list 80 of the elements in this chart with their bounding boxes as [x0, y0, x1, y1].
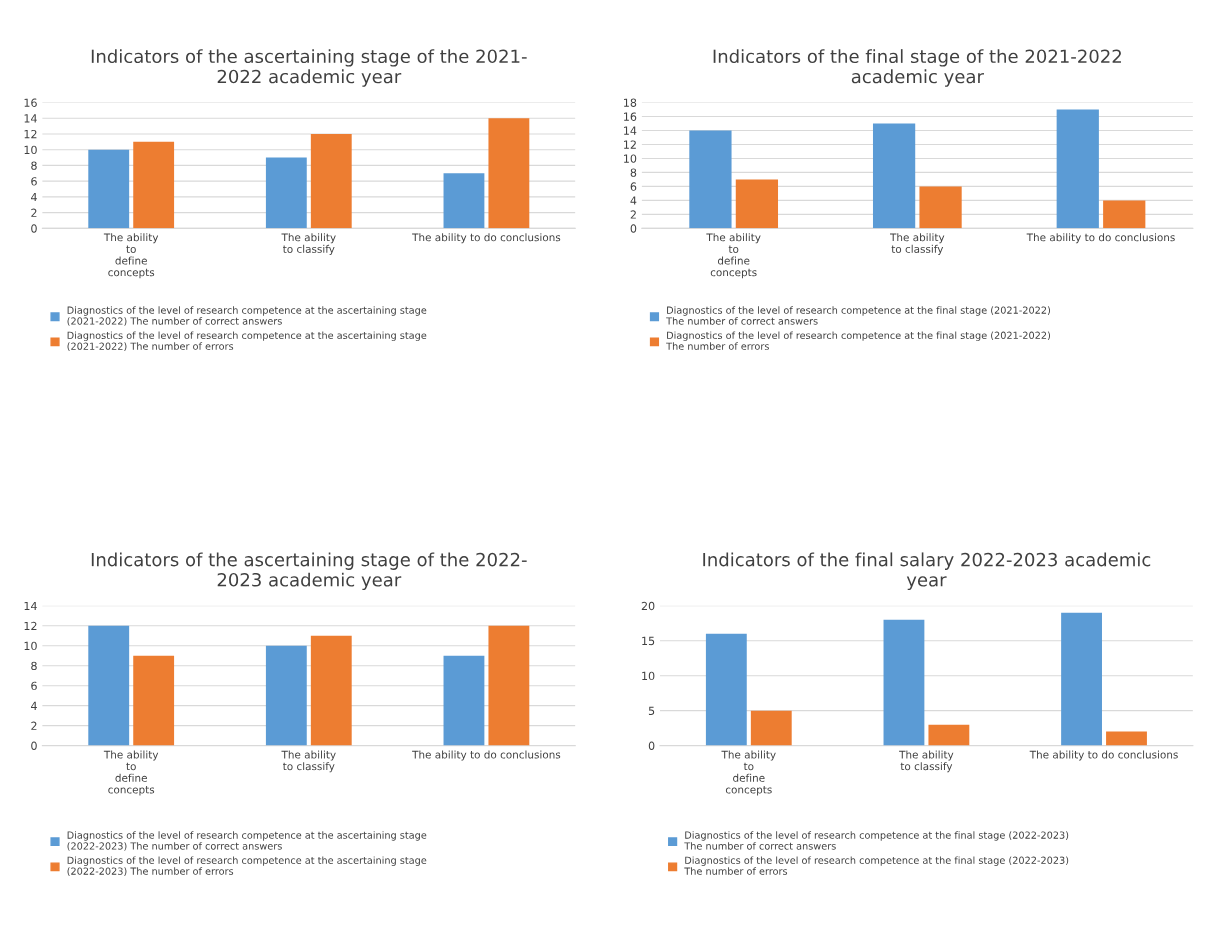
- bar: [883, 619, 925, 746]
- y-tick-label: 16: [24, 98, 37, 107]
- bar: [919, 186, 962, 229]
- y-tick-label: 2: [31, 721, 37, 730]
- legend-label: Diagnostics of the level of research competence at the final stage (2022-2023) The number of errors: [684, 856, 1069, 875]
- y-tick-label: 4: [630, 196, 637, 205]
- x-tick-label: The ability to do conclusions: [412, 233, 561, 244]
- y-tick-label: 10: [624, 154, 637, 163]
- bar: [928, 724, 970, 746]
- y-tick-label: 10: [24, 145, 37, 155]
- bar: [1106, 731, 1147, 746]
- chart-title: Indicators of the final stage of the 2021-2022 academic year: [713, 49, 1121, 87]
- legend-label: Diagnostics of the level of research competence at the final stage (2022-2023) The number of correct answers: [684, 831, 1069, 850]
- x-tick-label: The ability to classify: [281, 750, 336, 773]
- y-tick-label: 14: [24, 601, 37, 611]
- y-tick-label: 8: [630, 168, 637, 177]
- y-tick-label: 15: [642, 636, 655, 646]
- chart-title: Indicators of the ascertaining stage of the 2022- 2023 academic year: [91, 552, 527, 591]
- y-tick-label: 4: [31, 701, 37, 710]
- legend-label: Diagnostics of the level of research competence at the final stage (2021-2022) The number of correct answers: [666, 306, 1051, 325]
- x-tick-label: The ability to do conclusions: [412, 750, 561, 761]
- x-tick-label: The ability to classify: [281, 233, 336, 255]
- y-tick-label: 12: [24, 129, 37, 139]
- y-tick-label: 6: [31, 681, 37, 691]
- y-tick-label: 6: [31, 177, 37, 186]
- legend-label: Diagnostics of the level of research competence at the ascertaining stage (2021-2022) The number of errors: [67, 331, 427, 351]
- y-tick-label: 16: [624, 112, 637, 121]
- legend-label: Diagnostics of the level of research competence at the ascertaining stage (2022-2023) The number of correct answers: [67, 831, 427, 851]
- y-tick-label: 12: [24, 621, 37, 630]
- y-tick-label: 6: [630, 182, 637, 191]
- y-tick-label: 4: [31, 193, 37, 202]
- bar: [88, 149, 130, 229]
- x-tick-label: The ability to define concepts: [103, 750, 159, 796]
- chart-title: Indicators of the ascertaining stage of the 2021- 2022 academic year: [91, 49, 527, 87]
- x-tick-label: The ability to define concepts: [103, 233, 159, 279]
- x-tick-label: The ability to define concepts: [706, 233, 761, 279]
- y-tick-label: 18: [624, 98, 637, 107]
- y-tick-label: 20: [641, 601, 655, 611]
- y-tick-label: 12: [624, 140, 636, 149]
- y-tick-label: 14: [24, 114, 37, 123]
- bar: [488, 625, 530, 746]
- y-tick-label: 14: [624, 126, 637, 135]
- y-tick-label: 0: [31, 741, 37, 750]
- bar: [1061, 612, 1102, 746]
- bar: [689, 130, 732, 229]
- legend-label: Diagnostics of the level of research competence at the ascertaining stage (2022-2023) The number of errors: [67, 856, 427, 876]
- bar: [265, 645, 307, 746]
- y-tick-label: 2: [31, 208, 37, 217]
- bar: [133, 655, 175, 746]
- bar: [1103, 200, 1146, 229]
- bar: [735, 179, 779, 229]
- y-tick-label: 2: [630, 210, 636, 219]
- bar: [310, 133, 352, 229]
- bar: [750, 710, 792, 746]
- legend-label: Diagnostics of the level of research competence at the final stage (2021-2022) The number of errors: [666, 331, 1051, 350]
- bar: [265, 157, 307, 229]
- y-tick-label: 10: [642, 671, 655, 681]
- y-tick-label: 0: [31, 224, 37, 233]
- bar: [872, 123, 916, 229]
- bar: [133, 141, 175, 229]
- y-tick-label: 0: [630, 224, 637, 233]
- bar: [1056, 109, 1099, 229]
- chart-title: Indicators of the final salary 2022-2023 academic year: [703, 552, 1151, 591]
- bar: [310, 635, 352, 746]
- y-tick-label: 0: [648, 741, 655, 750]
- x-tick-label: The ability to classify: [890, 233, 945, 255]
- y-tick-label: 5: [648, 706, 655, 716]
- bar: [88, 625, 130, 746]
- y-tick-label: 8: [31, 661, 37, 671]
- bar: [488, 118, 530, 229]
- x-tick-label: The ability to define concepts: [721, 750, 776, 796]
- x-tick-label: The ability to do conclusions: [1026, 233, 1175, 244]
- bar: [443, 173, 485, 229]
- legend-label: Diagnostics of the level of research competence at the ascertaining stage (2021-2022) The number of correct answers: [67, 306, 427, 326]
- y-tick-label: 8: [31, 161, 37, 170]
- y-tick-label: 10: [24, 641, 37, 651]
- x-tick-label: The ability to classify: [899, 750, 954, 773]
- bar: [705, 633, 747, 746]
- bar: [443, 655, 485, 746]
- x-tick-label: The ability to do conclusions: [1029, 750, 1178, 761]
